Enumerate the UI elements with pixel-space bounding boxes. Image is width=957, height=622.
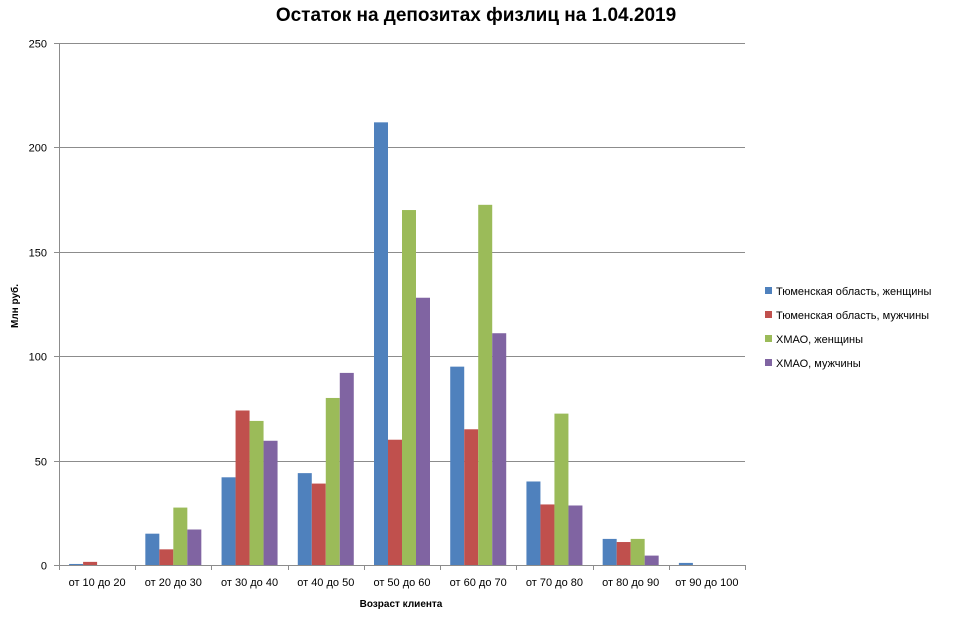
x-tick-label: от 90 до 100: [675, 577, 738, 589]
bar: [339, 372, 354, 565]
x-tick-label: от 70 до 80: [526, 577, 583, 589]
bar: [325, 397, 340, 565]
bar: [249, 420, 264, 565]
y-tick-label: 100: [29, 352, 47, 364]
bar: [145, 533, 160, 565]
bar: [263, 440, 278, 565]
bar: [526, 481, 541, 565]
x-tick-label: от 60 до 70: [450, 577, 507, 589]
bar: [297, 473, 312, 565]
bar: [492, 333, 507, 565]
x-tick-label: от 10 до 20: [69, 577, 126, 589]
bar: [554, 413, 569, 565]
bar: [644, 555, 659, 565]
x-tick-labels: от 10 до 20 от 20 до 30 от 30 до 40 от 40 д…: [69, 577, 739, 589]
x-tick-label: от 80 до 90: [602, 577, 659, 589]
legend-entry: Тюменская область, женщины: [776, 286, 931, 298]
y-tick-label: 200: [29, 143, 47, 155]
bar: [450, 366, 465, 565]
legend-swatch: [765, 311, 772, 318]
bar: [416, 297, 430, 565]
legend-entry: ХМАО, женщины: [776, 334, 863, 346]
x-tick-label: от 30 до 40: [221, 577, 278, 589]
legend: Тюменская область, женщины Тюменская обла…: [765, 286, 931, 370]
x-tick-label: от 40 до 50: [297, 577, 354, 589]
bar: [616, 542, 631, 565]
bar: [83, 561, 98, 565]
bar: [630, 538, 645, 565]
bar: [602, 538, 617, 565]
bar: [235, 410, 250, 565]
legend-entry: ХМАО, мужчины: [776, 358, 861, 370]
legend-swatch: [765, 359, 772, 366]
axes: [59, 43, 746, 570]
bar: [374, 122, 388, 565]
y-tick-label: 150: [29, 248, 47, 260]
bar: [311, 483, 326, 565]
y-tick-label: 250: [29, 39, 47, 51]
legend-entry: Тюменская область, мужчины: [776, 310, 929, 322]
bar: [173, 507, 188, 565]
y-tick-label: 0: [41, 561, 47, 573]
bar: [568, 505, 583, 565]
bar: [69, 563, 84, 565]
y-tick-labels: 0 50 100 150 200 250: [29, 39, 47, 573]
legend-swatch: [765, 287, 772, 294]
x-axis-label: Возраст клиента: [360, 599, 443, 610]
bar: [402, 210, 416, 566]
bars: [69, 122, 693, 566]
bar: [478, 204, 493, 565]
bar: [159, 549, 174, 565]
bar: [221, 477, 236, 565]
x-tick-label: от 50 до 60: [373, 577, 430, 589]
y-tick-label: 50: [35, 457, 47, 469]
bar: [464, 429, 479, 565]
bar: [678, 562, 693, 565]
y-axis-label: Млн руб.: [9, 284, 21, 328]
bar: [388, 439, 402, 565]
bar: [187, 529, 202, 565]
bar: [540, 504, 555, 565]
chart-title: Остаток на депозитах физлиц на 1.04.2019: [276, 5, 676, 26]
legend-swatch: [765, 335, 772, 342]
x-tick-label: от 20 до 30: [145, 577, 202, 589]
